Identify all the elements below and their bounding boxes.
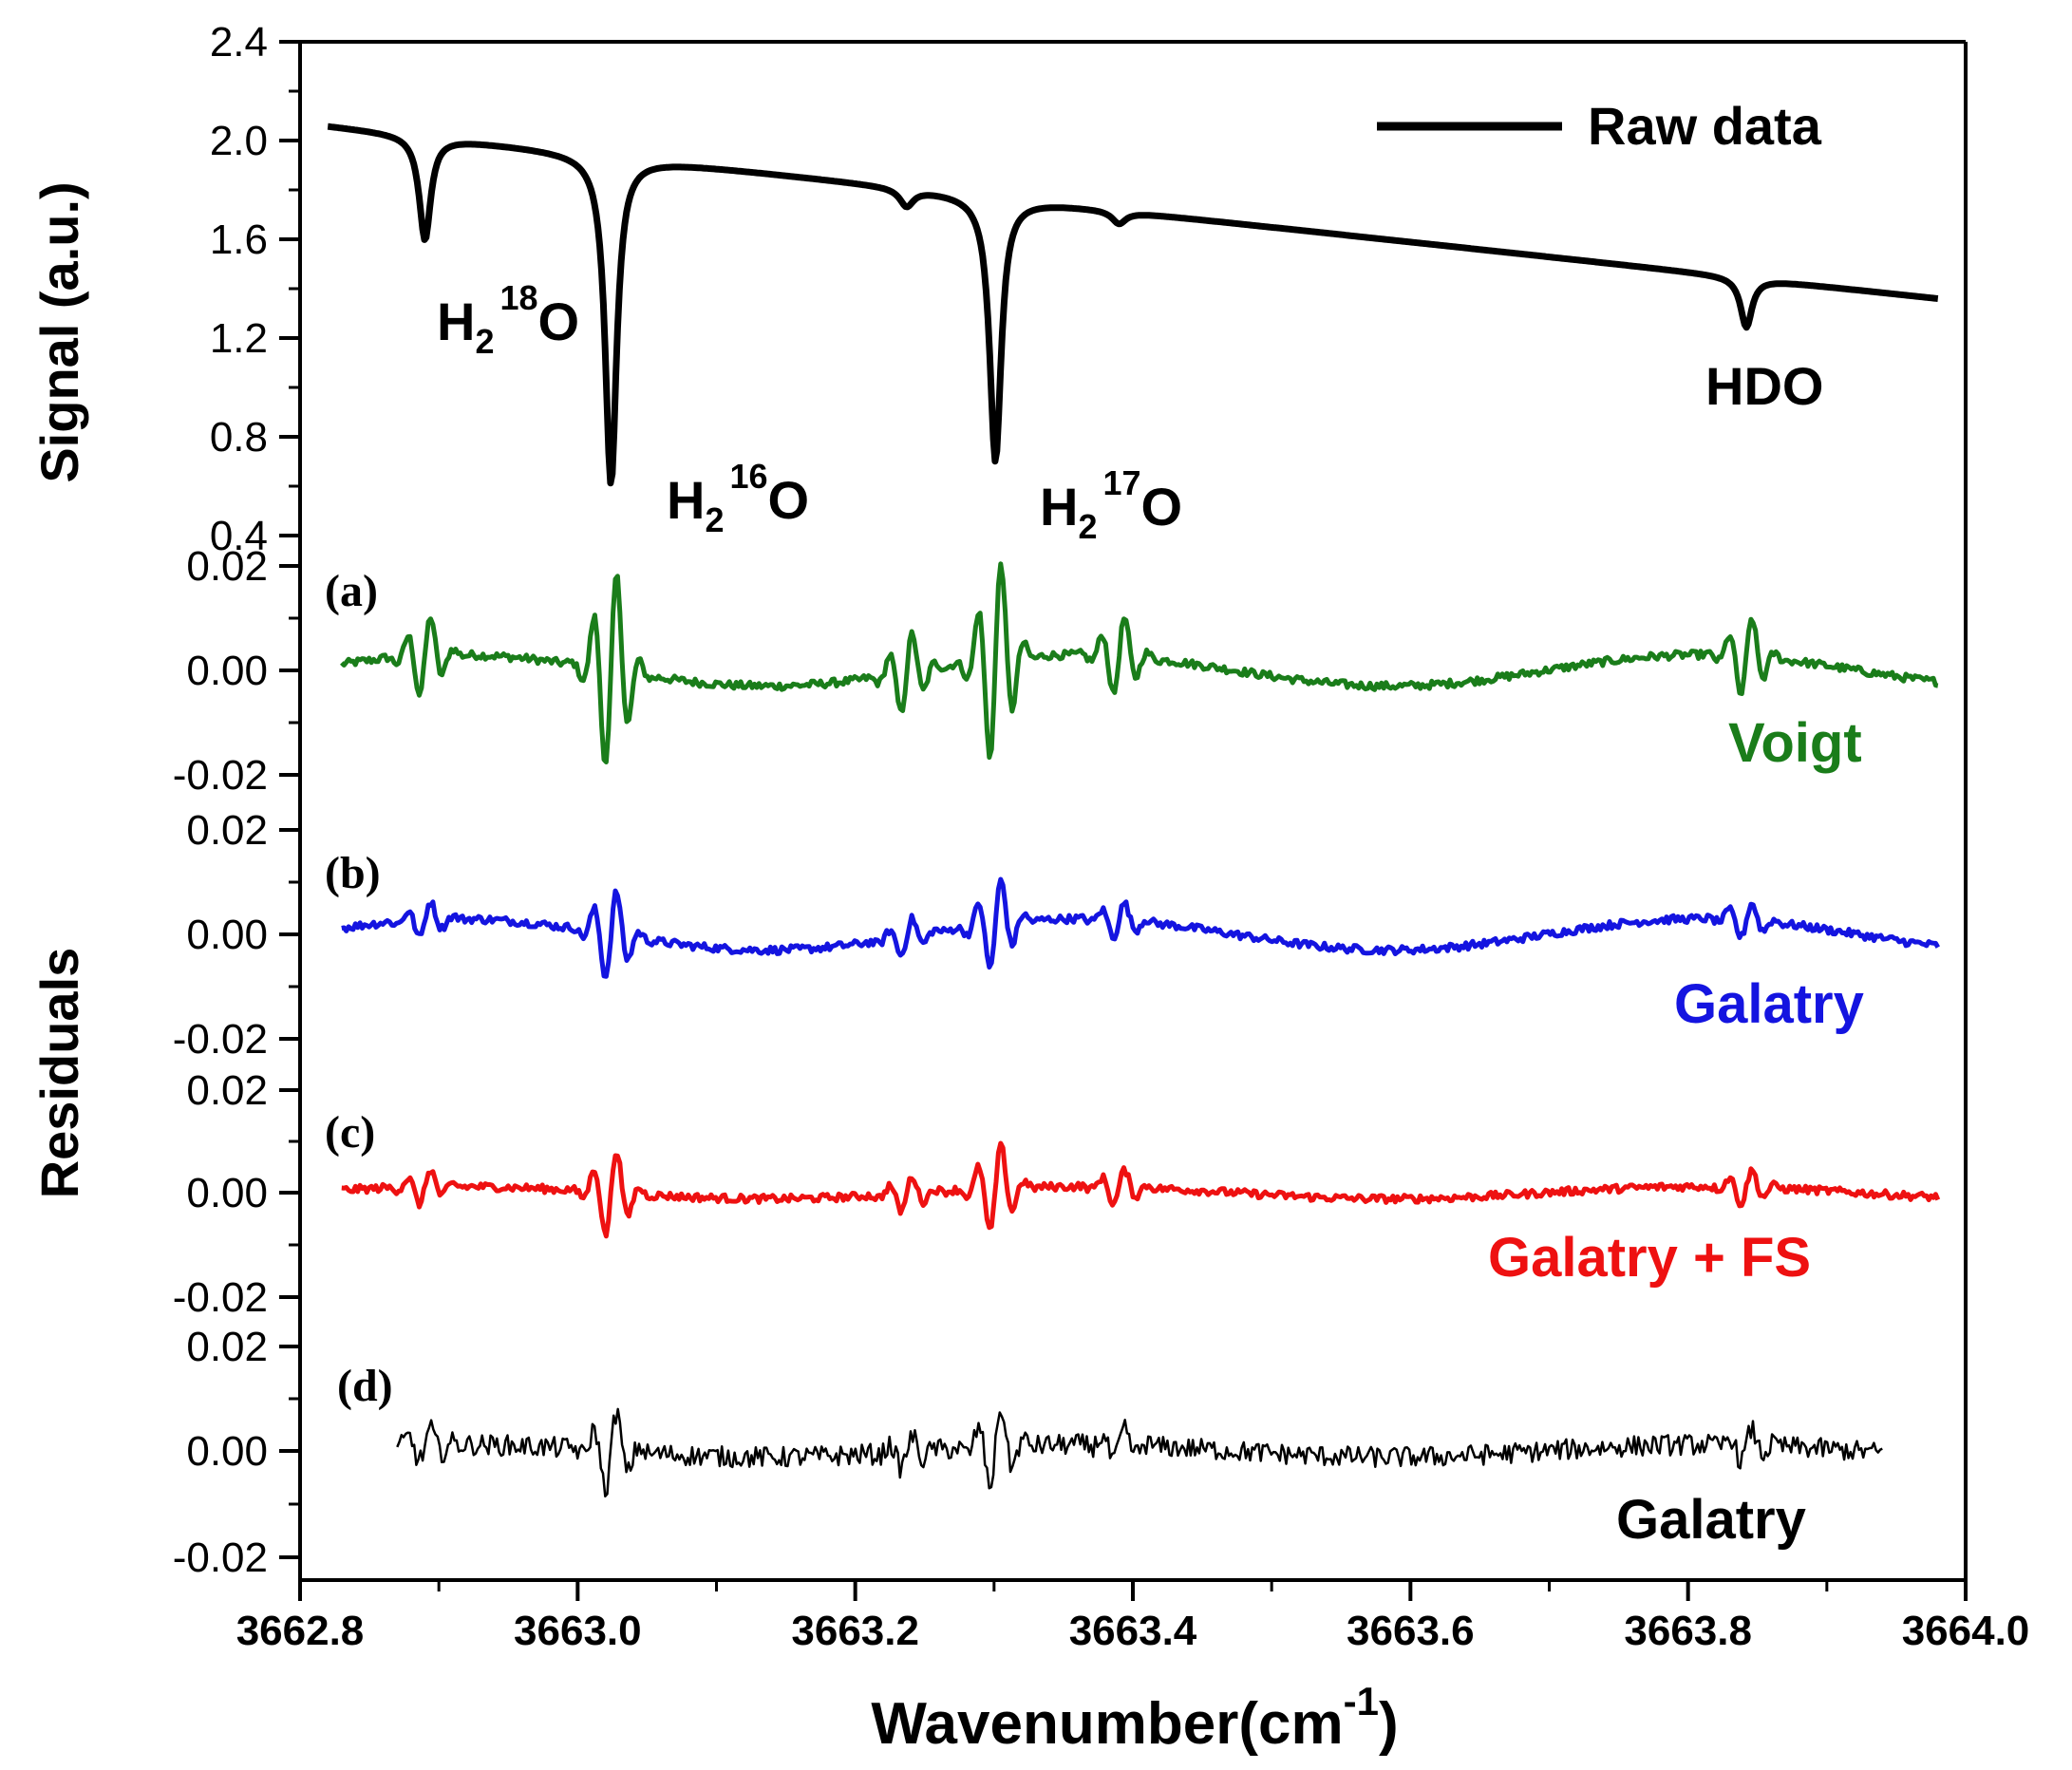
residual-tick-label: -0.02 [173,1016,268,1063]
residual-line-1 [340,561,1939,764]
signal-tick-label: 0.8 [210,414,268,461]
signal-tick-label: 1.2 [210,315,268,362]
x-tick-label: 3663.2 [791,1608,919,1654]
legend-label: Raw data [1588,96,1822,156]
residual-tick-label: 0.00 [186,912,268,958]
signal-axis-title: Signal (a.u.) [29,181,89,482]
signal-tick-label: 1.6 [210,217,268,263]
residual-tick-label: -0.02 [173,1274,268,1321]
panel-letter-a: (a) [325,566,378,616]
residual-tick-label: 0.02 [186,1067,268,1114]
panel-letter-b: (b) [325,848,381,898]
x-tick-label: 3663.8 [1624,1608,1752,1654]
residual-line-2 [341,876,1940,979]
residual-axis-ticks: 0.020.00-0.020.020.00-0.020.020.00-0.020… [173,543,300,1581]
residual-tick-label: 0.02 [186,543,268,590]
fit-label-galatry-fs: Galatry + FS [1488,1227,1811,1289]
peak-label-h2-18o: H218O [437,278,579,361]
residual-tick-label: 0.00 [186,648,268,694]
signal-tick-label: 0.4 [210,513,268,559]
residual-tick-label: 0.00 [186,1170,268,1216]
plot-lines [326,122,1941,1498]
residual-tick-label: 0.02 [186,807,268,854]
legend: Raw data [1377,96,1822,156]
x-tick-label: 3664.0 [1902,1608,2030,1654]
peak-label-h2-16o: H216O [667,457,809,539]
wavenumber-axis-title: Wavenumber(cm-1) [871,1679,1398,1757]
signal-axis-ticks: 0.4 0.8 1.2 1.6 2.0 2.4 [210,19,300,559]
axes-frame [298,40,1968,1582]
signal-tick-label: 2.0 [210,118,268,164]
panel-letter-c: (c) [325,1107,375,1158]
residual-tick-label: 0.02 [186,1324,268,1370]
residual-line-3 [341,1140,1941,1239]
x-tick-label: 3662.8 [236,1608,365,1654]
fit-label-galatry: Galatry [1674,973,1864,1035]
peak-label-hdo: HDO [1705,356,1823,416]
wavenumber-axis-ticks: 3662.8 3663.0 3663.2 3663.4 3663.6 3663.8 3664… [236,1580,2030,1654]
residuals-axis-title: Residuals [29,948,89,1199]
panel-letter-d: (d) [337,1361,393,1411]
signal-tick-label: 2.4 [210,19,268,66]
residual-line-4 [396,1407,1883,1498]
peak-label-h2-17o: H217O [1040,463,1182,546]
fit-label-voigt: Voigt [1728,712,1862,774]
x-tick-label: 3663.6 [1347,1608,1475,1654]
residual-tick-label: 0.00 [186,1428,268,1475]
residual-tick-label: -0.02 [173,752,268,799]
fit-label-galatry-d: Galatry [1616,1489,1806,1551]
x-tick-label: 3663.4 [1069,1608,1197,1654]
x-tick-label: 3663.0 [514,1608,642,1654]
raw-data-line [326,122,1940,487]
residual-tick-label: -0.02 [173,1535,268,1581]
